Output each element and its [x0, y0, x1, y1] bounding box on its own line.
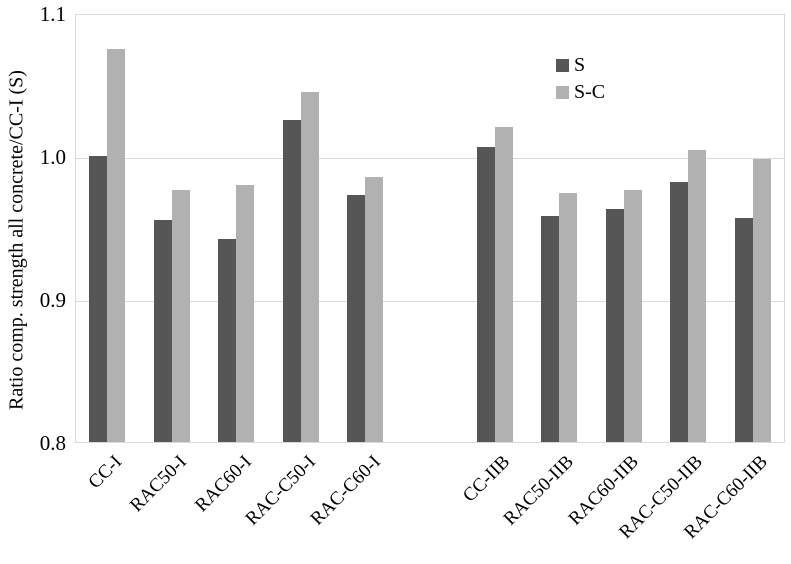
gridline-1 [76, 157, 784, 159]
y-tick-label-0.8: 0.8 [39, 431, 66, 455]
legend-item-s: S [556, 55, 605, 75]
legend-marker-s-c-icon [556, 85, 569, 99]
legend-label-s-c: S-C [574, 81, 606, 103]
bar-s-c-cc-i [107, 48, 126, 442]
y-axis-title: Ratio comp. strength all concrete/CC-I (… [5, 70, 28, 410]
x-label-cc-i: CC-I [84, 451, 127, 494]
x-label-cc-iib: CC-IIB [458, 451, 514, 507]
plot-area [75, 14, 785, 443]
bar-s-rac50-iib [541, 216, 560, 442]
bar-s-cc-iib [476, 147, 495, 442]
legend-label-s: S [574, 54, 586, 76]
bar-s-rac60-i [218, 238, 237, 442]
bar-s-c-rac-c60-iib [752, 158, 771, 442]
bar-s-c-cc-iib [494, 127, 513, 442]
bar-s-c-rac60-i [236, 184, 255, 442]
bar-s-rac-c50-iib [670, 181, 689, 442]
bar-s-rac-c50-i [282, 120, 301, 442]
bar-s-c-rac60-iib [623, 190, 642, 442]
legend-item-s-c: S-C [556, 82, 605, 102]
bar-s-c-rac50-iib [559, 193, 578, 442]
y-tick-label-0.9: 0.9 [39, 288, 66, 312]
bar-s-rac60-iib [605, 208, 624, 442]
bar-s-cc-i [89, 156, 108, 442]
bar-s-c-rac50-i [171, 190, 190, 442]
gridline-0.9 [76, 300, 784, 302]
legend-marker-s-icon [556, 58, 569, 72]
bar-s-rac-c60-i [347, 194, 366, 442]
x-label-rac60-i: RAC60-I [190, 451, 256, 517]
y-tick-label-1.1: 1.1 [39, 2, 66, 26]
legend: S S-C [556, 55, 605, 109]
bar-s-c-rac-c50-iib [688, 150, 707, 442]
bar-s-rac-c60-iib [734, 217, 753, 442]
x-label-rac50-i: RAC50-I [126, 451, 191, 517]
bar-s-rac50-i [153, 220, 172, 442]
y-tick-label-1.0: 1.0 [39, 145, 66, 169]
x-label-rac-c60-i: RAC-C60-I [306, 451, 385, 530]
bar-s-c-rac-c50-i [300, 91, 319, 442]
bar-s-c-rac-c60-i [365, 177, 384, 442]
